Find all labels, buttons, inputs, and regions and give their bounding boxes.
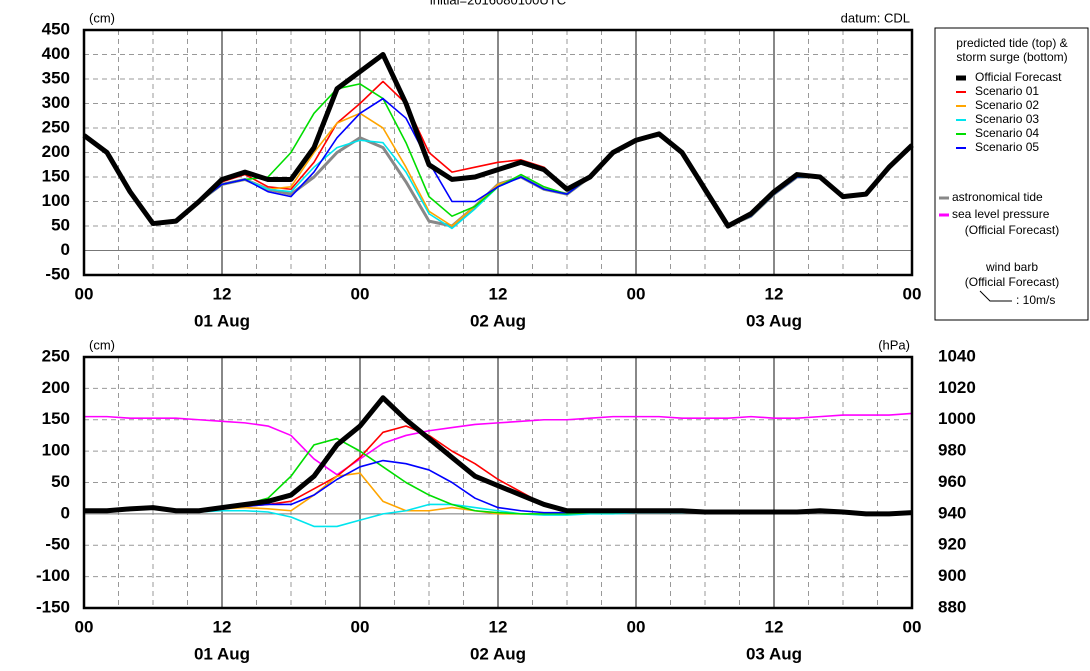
x-tick-label: 12: [213, 617, 232, 636]
y2-tick-label: 980: [938, 441, 966, 460]
date-label: 01 Aug: [194, 644, 250, 663]
legend-label: Official Forecast: [975, 70, 1062, 84]
y-tick-label: 250: [42, 117, 70, 136]
y-tick-label: -50: [45, 264, 70, 283]
y-tick-label: 50: [51, 472, 70, 491]
y-tick-label: -100: [36, 566, 70, 585]
wind-scale: : 10m/s: [1016, 293, 1055, 307]
y-tick-label: -50: [45, 535, 70, 554]
y-tick-label: 300: [42, 93, 70, 112]
y2-tick-label: 1020: [938, 378, 976, 397]
y-tick-label: 250: [42, 346, 70, 365]
y2-axis-label: (hPa): [878, 337, 910, 352]
x-tick-label: 00: [75, 284, 94, 303]
series-line: [84, 395, 913, 517]
x-tick-label: 00: [627, 284, 646, 303]
legend-label: Scenario 02: [975, 98, 1039, 112]
legend-label: sea level pressure: [952, 207, 1050, 221]
y2-tick-label: 1000: [938, 409, 976, 428]
x-tick-label: 12: [213, 284, 232, 303]
date-label: 03 Aug: [746, 311, 802, 330]
y2-tick-label: 900: [938, 566, 966, 585]
y-tick-label: 400: [42, 44, 70, 63]
legend-sub: (Official Forecast): [965, 223, 1059, 237]
y-tick-label: 50: [51, 215, 70, 234]
legend-title: storm surge (bottom): [956, 50, 1067, 64]
y2-tick-label: 960: [938, 472, 966, 491]
y2-tick-label: 940: [938, 503, 966, 522]
date-label: 02 Aug: [470, 311, 526, 330]
plot-frame: [82, 355, 914, 610]
date-label: 01 Aug: [194, 311, 250, 330]
x-tick-label: 12: [765, 617, 784, 636]
y-tick-label: 150: [42, 409, 70, 428]
y-tick-label: 200: [42, 142, 70, 161]
plot-frame: [82, 28, 914, 277]
legend-label: Scenario 04: [975, 126, 1039, 140]
y2-tick-label: 880: [938, 597, 966, 616]
y-tick-label: 450: [42, 19, 70, 38]
y-tick-label: 200: [42, 378, 70, 397]
legend-label: astronomical tide: [952, 190, 1043, 204]
y2-tick-label: 920: [938, 535, 966, 554]
legend-label: Scenario 01: [975, 84, 1039, 98]
wind-sub: (Official Forecast): [965, 275, 1059, 289]
x-tick-label: 00: [351, 284, 370, 303]
legend-title: predicted tide (top) &: [956, 36, 1067, 50]
y-tick-label: 0: [61, 503, 70, 522]
y-tick-label: 350: [42, 68, 70, 87]
x-tick-label: 00: [627, 617, 646, 636]
x-tick-label: 00: [75, 617, 94, 636]
y-axis-label: (cm): [89, 337, 115, 352]
series-line: [84, 412, 913, 476]
y-axis-label: (cm): [89, 10, 115, 25]
datum-note: datum: CDL: [841, 10, 910, 25]
legend-label: Scenario 05: [975, 140, 1039, 154]
wind-title: wind barb: [985, 260, 1038, 274]
x-tick-label: 12: [489, 617, 508, 636]
y-tick-label: 100: [42, 191, 70, 210]
y2-tick-label: 1040: [938, 346, 976, 365]
x-tick-label: 00: [903, 284, 922, 303]
x-tick-label: 12: [489, 284, 508, 303]
x-tick-label: 12: [765, 284, 784, 303]
date-label: 02 Aug: [470, 644, 526, 663]
x-tick-label: 00: [903, 617, 922, 636]
date-label: 03 Aug: [746, 644, 802, 663]
legend-label: Scenario 03: [975, 112, 1039, 126]
y-tick-label: 100: [42, 441, 70, 460]
series-line: [82, 52, 914, 229]
y-tick-label: 150: [42, 166, 70, 185]
chart-title: initial=2016080100UTC: [430, 0, 566, 7]
x-tick-label: 00: [351, 617, 370, 636]
wind-sample: [979, 290, 1012, 302]
y-tick-label: -150: [36, 597, 70, 616]
y-tick-label: 0: [61, 240, 70, 259]
